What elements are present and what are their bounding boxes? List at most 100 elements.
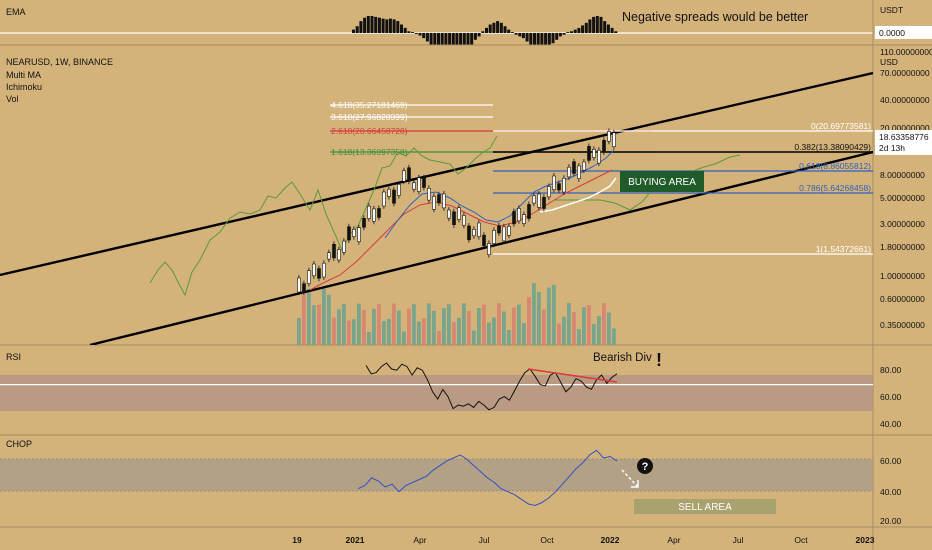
ema-bar — [496, 21, 500, 33]
candle-body — [317, 268, 321, 279]
candle-body — [507, 226, 511, 236]
bar-countdown: 2d 13h — [879, 143, 905, 153]
fib-ret-label: 1(1.54372661) — [816, 244, 871, 254]
candle-body — [482, 234, 486, 246]
ema-bar — [366, 16, 370, 33]
candle-body — [552, 175, 556, 190]
ema-bar — [573, 29, 577, 33]
time-tick: 2023 — [856, 535, 875, 545]
chop-pane: CHOP ? SELL AREA 60.00 40.00 20.00 — [0, 439, 902, 526]
volume-bar — [332, 317, 336, 345]
candle-body — [342, 240, 346, 253]
candle-body — [427, 188, 431, 201]
divergence-line — [527, 368, 618, 383]
chop-tick: 60.00 — [880, 456, 902, 466]
question-mark: ? — [642, 461, 649, 473]
ema-bar — [492, 22, 496, 33]
volume-bar — [462, 303, 466, 345]
ema-histogram — [352, 16, 618, 45]
fib-ext-label: 2.618(20.66458728) — [331, 126, 408, 136]
volume-bar — [507, 330, 511, 345]
volume-bar — [552, 284, 556, 345]
time-tick: Apr — [667, 535, 680, 545]
ema-bar — [381, 18, 385, 33]
rsi-title: RSI — [6, 352, 21, 362]
candle-body — [522, 214, 526, 224]
volume-bar — [347, 320, 351, 345]
ema-bar — [518, 33, 522, 37]
ema-bar — [352, 29, 355, 33]
ema-bar — [400, 24, 403, 33]
volume-bar — [402, 331, 406, 345]
candle-body — [457, 207, 461, 220]
ema-bar — [355, 26, 359, 33]
volume-bar — [472, 330, 476, 345]
ema-bar — [385, 19, 389, 33]
candle-body — [417, 177, 421, 192]
candle-body — [382, 191, 386, 207]
volume-bar — [577, 329, 581, 345]
candle-body — [467, 225, 471, 241]
ema-bar — [555, 33, 559, 40]
candle-body — [402, 170, 406, 182]
volume-bar — [377, 304, 381, 345]
price-scale: USDT 0.0000 110.00000000 USD 70.00000000… — [875, 5, 932, 330]
ema-bar — [599, 16, 603, 33]
ema-bar — [481, 31, 485, 33]
volume-bar — [607, 312, 611, 345]
candle-body — [322, 262, 326, 278]
volume-bar — [432, 310, 436, 345]
scale-unit-top: USDT — [880, 5, 903, 15]
candle-body — [392, 189, 396, 204]
ema-bar — [377, 17, 381, 33]
channel-lower-line — [89, 150, 873, 345]
ema-bar — [577, 27, 581, 33]
price-tick: 8.00000000 — [880, 170, 925, 180]
volume-bar — [342, 303, 346, 345]
candle-body — [462, 215, 466, 226]
ema-bar — [462, 33, 466, 45]
ema-bar — [477, 33, 481, 37]
volume-bar — [522, 323, 526, 345]
ema-bar — [503, 26, 507, 33]
candle-body — [587, 146, 591, 161]
candle-body — [607, 131, 611, 142]
ema-bar — [455, 33, 459, 45]
volume-bar — [352, 319, 356, 345]
volume-bar — [542, 309, 546, 345]
ema-bar — [566, 32, 570, 33]
candle-body — [477, 222, 481, 237]
candle-body — [377, 208, 381, 218]
ema-bar — [614, 31, 618, 33]
time-tick: Oct — [540, 535, 554, 545]
volume-bar — [512, 307, 516, 345]
candle-body — [422, 177, 426, 188]
fib-ret-label: 0.618(8.86055812) — [799, 161, 871, 171]
ema-bar — [407, 31, 411, 33]
candle-body — [497, 225, 501, 234]
candle-body — [437, 194, 441, 204]
ema-bar — [425, 33, 429, 42]
time-tick: 19 — [292, 535, 302, 545]
channel-upper-line — [0, 71, 873, 277]
ema-bar — [418, 33, 422, 36]
ema-bar — [606, 24, 610, 33]
candle-body — [447, 209, 451, 219]
fib-ext-label: 4.618(35.27181469) — [331, 100, 408, 110]
volume-bar — [477, 308, 481, 345]
candle-body — [387, 188, 391, 197]
chop-tick: 40.00 — [880, 487, 902, 497]
arrow-head-icon — [631, 480, 639, 488]
rsi-tick: 60.00 — [880, 392, 902, 402]
volume-bar — [337, 309, 341, 345]
rsi-pane: RSI Bearish Div ! 80.00 60.00 40.00 — [0, 350, 902, 429]
candle-body — [407, 167, 411, 182]
ema-bar — [440, 33, 444, 45]
ema-bar — [429, 33, 433, 45]
support-trend-line — [539, 177, 617, 213]
ema-bar — [444, 33, 448, 45]
ema-bar — [510, 32, 514, 33]
volume-bar — [417, 321, 421, 345]
volume-bar — [302, 294, 306, 345]
